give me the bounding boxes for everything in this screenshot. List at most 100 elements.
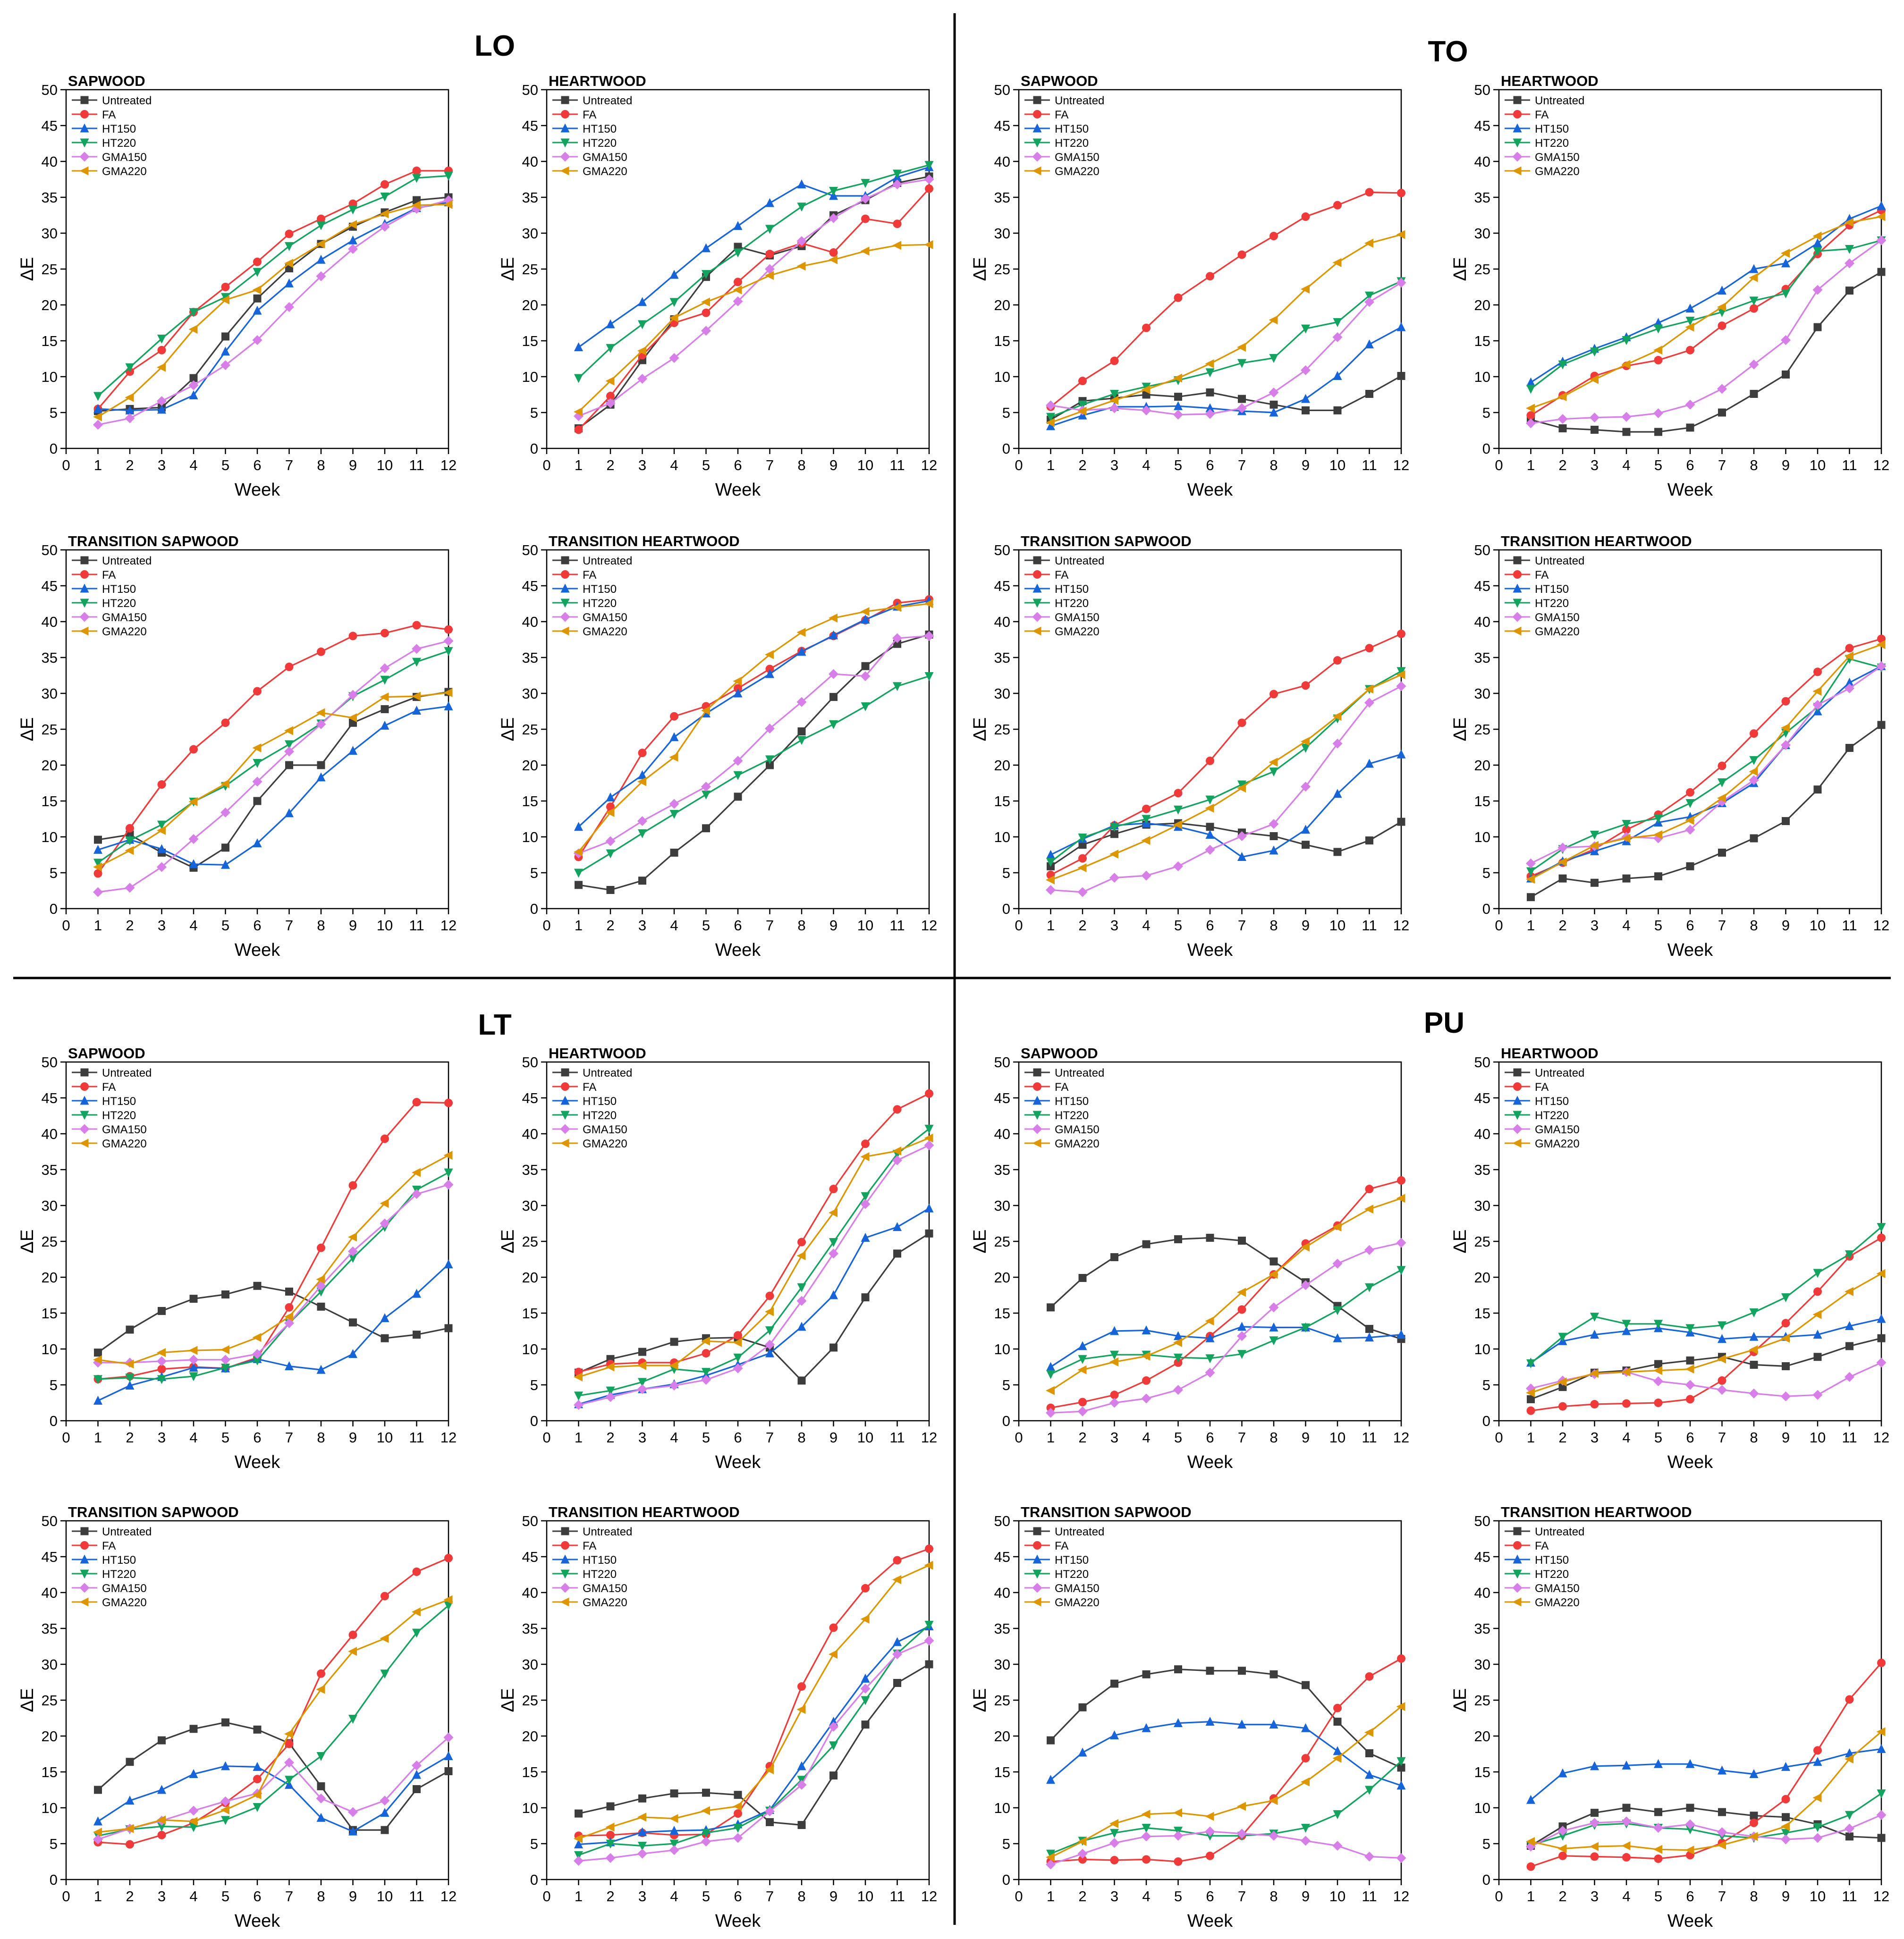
- x-tick-label: 6: [734, 1429, 742, 1446]
- data-point: [1813, 1269, 1822, 1278]
- x-tick-label: 10: [377, 917, 393, 934]
- data-point: [94, 835, 102, 844]
- data-point: [1813, 247, 1822, 256]
- y-tick-label: 35: [522, 1162, 538, 1178]
- data-point: [860, 1152, 870, 1162]
- data-point: [860, 671, 871, 682]
- data-point: [701, 706, 710, 715]
- data-point: [93, 1355, 102, 1365]
- data-point: [380, 692, 389, 702]
- y-tick-label: 25: [522, 1233, 538, 1250]
- legend-label: HT150: [1535, 1554, 1569, 1567]
- legend-label: FA: [583, 1081, 596, 1094]
- data-point: [1717, 303, 1726, 312]
- x-tick-label: 7: [1718, 457, 1726, 473]
- x-tick-label: 11: [1842, 917, 1857, 934]
- x-tick-label: 5: [702, 917, 710, 934]
- data-point: [348, 1254, 357, 1263]
- legend-label: FA: [1055, 1540, 1068, 1552]
- x-tick-label: 5: [1174, 1888, 1182, 1905]
- data-point: [1590, 1330, 1599, 1339]
- data-point: [1749, 1388, 1759, 1399]
- data-point: [1781, 1391, 1791, 1401]
- data-point: [1685, 399, 1695, 410]
- data-point: [348, 205, 357, 215]
- legend-marker: [1512, 612, 1523, 622]
- data-point: [1782, 370, 1790, 379]
- data-point: [317, 1669, 325, 1678]
- series-gma220: [1526, 640, 1886, 884]
- data-point: [1269, 690, 1278, 699]
- y-tick-label: 35: [994, 649, 1010, 666]
- data-point: [1749, 1332, 1759, 1341]
- legend-marker: [561, 110, 569, 118]
- legend-label: GMA220: [1055, 1596, 1100, 1609]
- series-untreated: [1527, 1334, 1886, 1403]
- data-point: [924, 1124, 934, 1134]
- y-tick-label: 30: [42, 1197, 58, 1214]
- data-point: [1813, 1287, 1822, 1296]
- data-point: [893, 219, 902, 228]
- data-point: [1396, 681, 1406, 691]
- y-tick-label: 20: [522, 1269, 538, 1286]
- data-point: [1750, 389, 1758, 398]
- x-tick-label: 3: [1110, 1429, 1118, 1446]
- data-point: [1333, 371, 1342, 380]
- x-tick-label: 5: [1654, 917, 1662, 934]
- series-line: [1050, 1706, 1402, 1858]
- data-point: [1237, 718, 1246, 727]
- data-point: [892, 179, 902, 190]
- data-point: [892, 1575, 901, 1585]
- data-point: [1396, 1757, 1406, 1766]
- data-point: [1238, 1236, 1246, 1245]
- data-point: [1141, 1831, 1151, 1842]
- data-point: [702, 243, 711, 253]
- data-point: [702, 1349, 711, 1358]
- y-tick-label: 40: [994, 614, 1010, 630]
- data-point: [1333, 1746, 1342, 1755]
- y-tick-label: 25: [522, 721, 538, 738]
- data-point: [1046, 400, 1056, 411]
- y-tick-label: 20: [522, 1728, 538, 1745]
- data-point: [1622, 1399, 1631, 1408]
- x-tick-label: 0: [1495, 457, 1503, 473]
- series-ht150: [1046, 749, 1406, 861]
- legend-label: GMA220: [583, 165, 627, 178]
- data-point: [285, 761, 293, 769]
- data-point: [1206, 1851, 1214, 1860]
- legend-marker: [79, 612, 90, 622]
- data-point: [606, 319, 615, 329]
- x-tick-label: 7: [766, 1888, 774, 1905]
- data-point: [125, 1381, 135, 1390]
- legend-label: GMA220: [1535, 1138, 1580, 1150]
- data-point: [253, 1281, 262, 1290]
- data-point: [797, 736, 806, 745]
- series-ht150: [1526, 201, 1886, 387]
- y-tick-label: 5: [530, 865, 538, 881]
- y-tick-label: 20: [994, 757, 1010, 774]
- data-point: [1269, 1257, 1278, 1266]
- data-point: [316, 1287, 326, 1297]
- x-tick-label: 7: [766, 1429, 774, 1446]
- data-point: [638, 1827, 647, 1837]
- data-point: [1654, 1360, 1662, 1368]
- legend-marker: [1513, 599, 1522, 608]
- data-point: [93, 1834, 103, 1845]
- y-tick-label: 20: [994, 1728, 1010, 1745]
- series-line: [1050, 753, 1402, 858]
- data-point: [444, 701, 453, 710]
- x-tick-label: 7: [285, 457, 293, 473]
- data-point: [443, 1180, 454, 1190]
- data-point: [348, 632, 357, 641]
- data-point: [924, 599, 933, 608]
- data-point: [1590, 1313, 1599, 1322]
- data-point: [1364, 1245, 1374, 1255]
- legend-marker: [1513, 1082, 1522, 1091]
- data-point: [1621, 360, 1631, 369]
- data-point: [1110, 389, 1119, 399]
- x-tick-label: 7: [1238, 1888, 1246, 1905]
- data-point: [1078, 1341, 1087, 1350]
- y-tick-label: 45: [42, 118, 58, 134]
- x-tick-label: 6: [734, 1888, 742, 1905]
